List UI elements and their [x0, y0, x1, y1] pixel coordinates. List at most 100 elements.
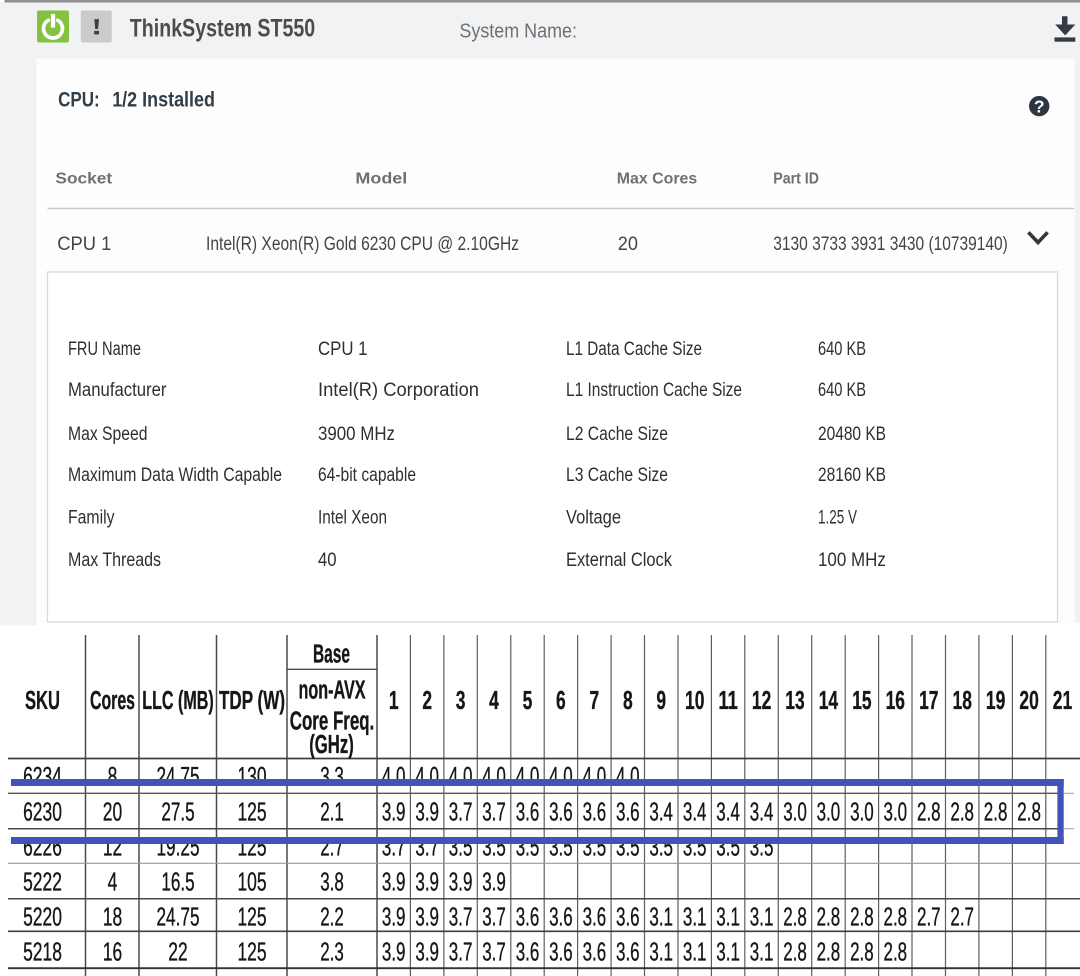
svg-text:3.1: 3.1: [649, 904, 673, 932]
svg-text:14: 14: [819, 687, 839, 715]
svg-text:2.8: 2.8: [884, 939, 908, 967]
svg-text:2.8: 2.8: [783, 939, 807, 967]
svg-text:125: 125: [237, 939, 266, 967]
svg-text:L1 Data Cache Size: L1 Data Cache Size: [566, 339, 702, 360]
svg-text:3.9: 3.9: [482, 869, 506, 897]
svg-text:24.75: 24.75: [157, 904, 200, 932]
svg-text:3.6: 3.6: [549, 904, 573, 932]
svg-text:40: 40: [318, 550, 337, 571]
svg-text:3.0: 3.0: [783, 799, 807, 827]
svg-text:3.1: 3.1: [649, 939, 673, 967]
svg-text:LLC (MB): LLC (MB): [142, 687, 214, 715]
svg-text:3.7: 3.7: [482, 904, 506, 932]
svg-text:3.6: 3.6: [516, 904, 540, 932]
svg-text:3.7: 3.7: [449, 904, 473, 932]
svg-text:27.5: 27.5: [161, 799, 194, 827]
svg-text:8: 8: [623, 687, 633, 715]
svg-text:3.6: 3.6: [616, 799, 640, 827]
svg-text:3.7: 3.7: [482, 799, 506, 827]
svg-text:3.1: 3.1: [716, 939, 740, 967]
svg-text:2.7: 2.7: [917, 904, 941, 932]
svg-text:3.4: 3.4: [649, 799, 673, 827]
svg-text:125: 125: [237, 799, 266, 827]
svg-text:4.0: 4.0: [616, 763, 640, 791]
svg-text:3.4: 3.4: [716, 799, 740, 827]
svg-text:2.2: 2.2: [320, 904, 344, 932]
svg-text:3.1: 3.1: [750, 904, 774, 932]
svg-text:3.8: 3.8: [320, 869, 344, 897]
svg-text:5220: 5220: [23, 904, 62, 932]
svg-text:130: 130: [237, 763, 266, 791]
svg-text:20: 20: [618, 234, 638, 255]
svg-text:3.0: 3.0: [817, 799, 841, 827]
svg-text:Maximum Data Width Capable: Maximum Data Width Capable: [68, 465, 282, 486]
svg-text:64-bit capable: 64-bit capable: [318, 465, 416, 486]
svg-text:3.0: 3.0: [850, 799, 874, 827]
svg-text:19: 19: [986, 687, 1005, 715]
svg-text:3.9: 3.9: [382, 799, 406, 827]
svg-text:2.8: 2.8: [817, 939, 841, 967]
svg-text:Manufacturer: Manufacturer: [68, 380, 167, 401]
svg-text:2.8: 2.8: [817, 904, 841, 932]
svg-text:3.4: 3.4: [750, 799, 774, 827]
svg-text:Cores: Cores: [90, 687, 135, 715]
svg-text:3.7: 3.7: [449, 939, 473, 967]
svg-text:1: 1: [389, 687, 399, 715]
svg-text:11: 11: [718, 687, 737, 715]
svg-text:3.9: 3.9: [382, 904, 406, 932]
svg-text:3.9: 3.9: [382, 869, 406, 897]
svg-text:2.8: 2.8: [917, 799, 941, 827]
svg-text:17: 17: [919, 687, 938, 715]
svg-text:Intel Xeon: Intel Xeon: [318, 508, 387, 529]
svg-text:CPU 1: CPU 1: [318, 339, 368, 360]
svg-text:3: 3: [456, 687, 466, 715]
svg-text:3.9: 3.9: [415, 869, 439, 897]
svg-text:5218: 5218: [23, 939, 62, 967]
svg-text:L2 Cache Size: L2 Cache Size: [566, 424, 668, 445]
svg-text:Intel(R) Corporation: Intel(R) Corporation: [318, 380, 479, 401]
svg-text:21: 21: [1053, 687, 1072, 715]
svg-text:System Name:: System Name:: [459, 21, 577, 43]
svg-text:SKU: SKU: [25, 687, 60, 715]
svg-text:L3 Cache Size: L3 Cache Size: [566, 465, 668, 486]
svg-text:External Clock: External Clock: [566, 550, 672, 571]
svg-text:4.0: 4.0: [415, 763, 439, 791]
svg-text:2.8: 2.8: [850, 939, 874, 967]
svg-text:640 KB: 640 KB: [818, 380, 866, 401]
svg-text:24.75: 24.75: [157, 763, 200, 791]
svg-text:Family: Family: [68, 508, 115, 529]
svg-text:TDP (W): TDP (W): [219, 687, 285, 715]
svg-text:2.8: 2.8: [850, 904, 874, 932]
svg-text:20480 KB: 20480 KB: [818, 424, 886, 445]
svg-text:10: 10: [685, 687, 704, 715]
svg-text:28160 KB: 28160 KB: [818, 465, 886, 486]
svg-text:Max Threads: Max Threads: [68, 550, 161, 571]
svg-text:ThinkSystem ST550: ThinkSystem ST550: [130, 14, 315, 42]
svg-text:3.0: 3.0: [884, 799, 908, 827]
svg-text:22: 22: [168, 939, 187, 967]
svg-text:6234: 6234: [23, 763, 62, 791]
svg-text:non-AVX: non-AVX: [299, 677, 366, 705]
svg-text:(GHz): (GHz): [309, 731, 354, 759]
svg-text:3.7: 3.7: [482, 939, 506, 967]
svg-text:2.8: 2.8: [984, 799, 1008, 827]
svg-text:20: 20: [103, 799, 122, 827]
svg-text:3900 MHz: 3900 MHz: [318, 424, 395, 445]
svg-text:?: ?: [1034, 97, 1045, 117]
svg-text:2: 2: [422, 687, 432, 715]
svg-text:Intel(R) Xeon(R) Gold 6230 CPU: Intel(R) Xeon(R) Gold 6230 CPU @ 2.10GHz: [206, 234, 519, 255]
svg-text:4: 4: [489, 687, 499, 715]
svg-text:6230: 6230: [23, 799, 62, 827]
svg-text:3.6: 3.6: [616, 904, 640, 932]
svg-text:3.7: 3.7: [449, 799, 473, 827]
svg-text:1.25 V: 1.25 V: [818, 508, 857, 529]
svg-text:8: 8: [108, 763, 118, 791]
svg-text:12: 12: [752, 687, 771, 715]
svg-text:3.1: 3.1: [750, 939, 774, 967]
svg-text:CPU 1: CPU 1: [57, 234, 111, 255]
svg-text:6: 6: [556, 687, 566, 715]
svg-text:3.6: 3.6: [583, 904, 607, 932]
svg-text:7: 7: [590, 687, 600, 715]
svg-text:FRU Name: FRU Name: [68, 339, 141, 360]
svg-text:18: 18: [953, 687, 972, 715]
